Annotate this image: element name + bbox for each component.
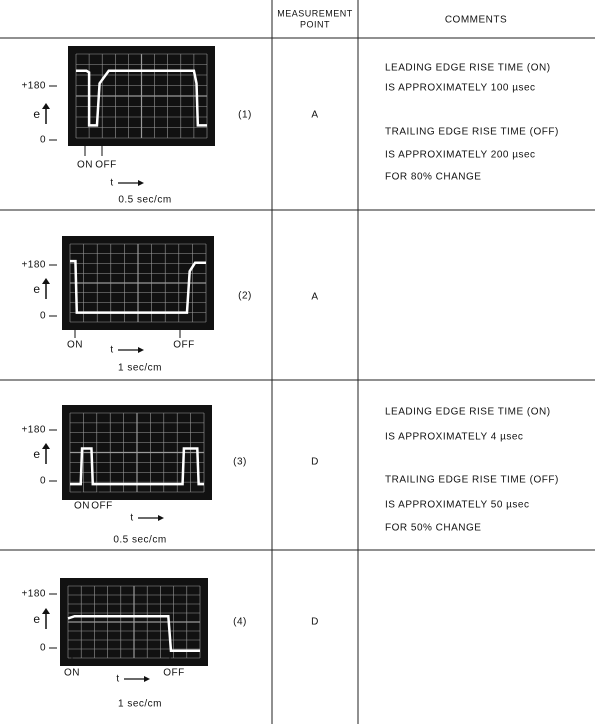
y-arrow-head — [42, 443, 50, 449]
comment-line: LEADING EDGE RISE TIME (ON) — [385, 407, 551, 418]
header-measurement: POINT — [300, 19, 330, 29]
timebase: 1 sec/cm — [118, 699, 162, 710]
time-arrow-head — [138, 180, 144, 186]
timebase: 0.5 sec/cm — [118, 195, 171, 206]
comment-line: IS APPROXIMATELY 4 µsec — [385, 432, 523, 443]
trace-number: (1) — [238, 110, 252, 121]
measurement-point: A — [311, 292, 318, 303]
y-high-label: +180 — [21, 589, 46, 600]
y-low-label: 0 — [40, 643, 46, 654]
comment-line: TRAILING EDGE RISE TIME (OFF) — [385, 127, 559, 138]
off-label: OFF — [173, 340, 195, 351]
header-measurement: MEASUREMENT — [277, 8, 353, 18]
measurement-point: D — [311, 617, 319, 628]
comment-line: LEADING EDGE RISE TIME (ON) — [385, 63, 551, 74]
header-comments: COMMENTS — [445, 15, 507, 26]
comment-line: IS APPROXIMATELY 200 µsec — [385, 150, 536, 161]
comment-line: FOR 80% CHANGE — [385, 172, 481, 183]
table: MEASUREMENT POINT COMMENTS +1800eONOFFt0… — [0, 0, 595, 724]
comment-line: IS APPROXIMATELY 100 µsec — [385, 83, 536, 94]
y-axis-label: e — [33, 107, 40, 121]
time-axis-label: t — [130, 513, 133, 524]
comment-line: FOR 50% CHANGE — [385, 523, 481, 534]
y-high-label: +180 — [21, 81, 46, 92]
y-high-label: +180 — [21, 260, 46, 271]
y-axis-label: e — [33, 612, 40, 626]
measurement-point: D — [311, 457, 319, 468]
off-label: OFF — [91, 501, 113, 512]
trace-number: (2) — [238, 291, 252, 302]
time-arrow-head — [144, 676, 150, 682]
page: MEASUREMENT POINT COMMENTS +1800eONOFFt0… — [0, 0, 595, 724]
trace-number: (4) — [233, 617, 247, 628]
time-arrow-head — [138, 347, 144, 353]
on-label: ON — [64, 668, 80, 679]
y-low-label: 0 — [40, 476, 46, 487]
off-label: OFF — [95, 160, 117, 171]
on-label: ON — [77, 160, 93, 171]
on-label: ON — [67, 340, 83, 351]
on-label: ON — [74, 501, 90, 512]
y-low-label: 0 — [40, 311, 46, 322]
trace-number: (3) — [233, 457, 247, 468]
y-arrow-head — [42, 608, 50, 614]
y-arrow-head — [42, 278, 50, 284]
time-axis-label: t — [110, 178, 113, 189]
timebase: 0.5 sec/cm — [113, 535, 166, 546]
y-arrow-head — [42, 103, 50, 109]
time-axis-label: t — [116, 674, 119, 685]
y-high-label: +180 — [21, 425, 46, 436]
comment-line: IS APPROXIMATELY 50 µsec — [385, 500, 529, 511]
time-arrow-head — [158, 515, 164, 521]
y-axis-label: e — [33, 447, 40, 461]
measurement-point: A — [311, 110, 318, 121]
comment-line: TRAILING EDGE RISE TIME (OFF) — [385, 475, 559, 486]
time-axis-label: t — [110, 345, 113, 356]
y-axis-label: e — [33, 282, 40, 296]
timebase: 1 sec/cm — [118, 363, 162, 374]
off-label: OFF — [163, 668, 185, 679]
y-low-label: 0 — [40, 135, 46, 146]
